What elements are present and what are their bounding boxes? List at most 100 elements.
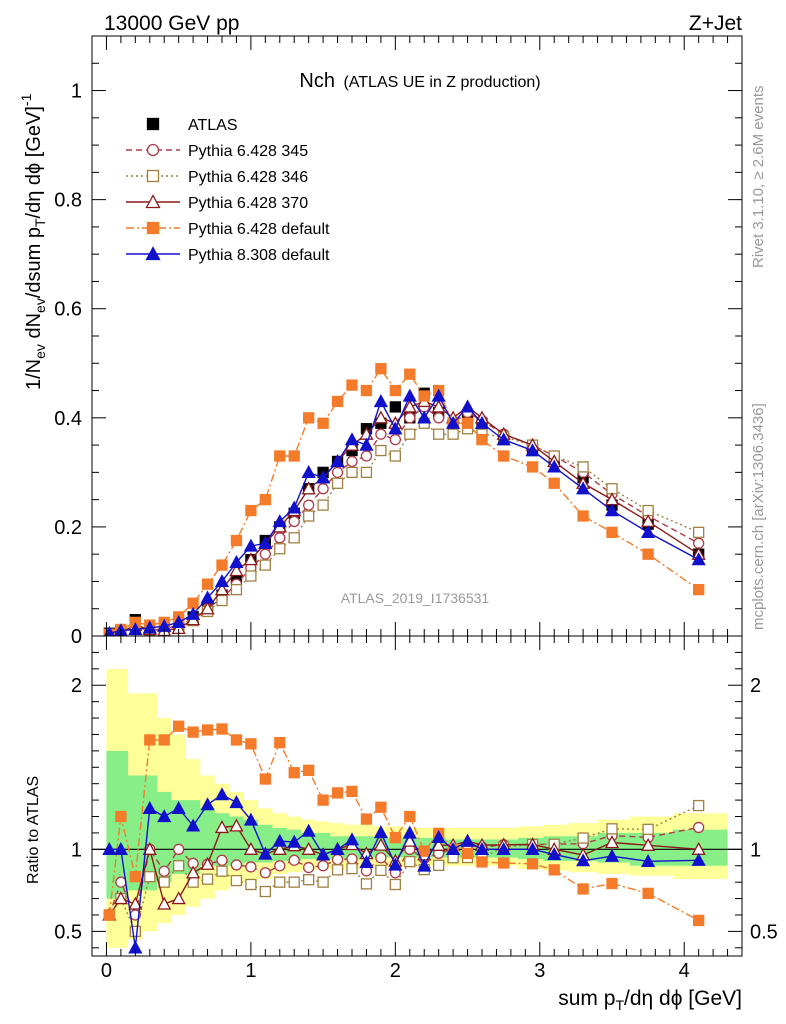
- series-pythia-6-428-370-ratio-point: [214, 820, 230, 834]
- series-pythia-6-428-346-ratio-point: [360, 878, 373, 890]
- series-pythia-8-308-default-line: [109, 394, 699, 634]
- series-pythia-6-428-default-ratio-point: [642, 887, 654, 900]
- series-pythia-6-428-370-ratio-point: [431, 837, 446, 851]
- series-pythia-8-308-default-ratio-point: [474, 841, 490, 855]
- series-pythia-8-308-default-point: [641, 525, 656, 539]
- series-pythia-6-428-default-point: [548, 477, 560, 489]
- series-pythia-8-308-default-point: [525, 443, 540, 457]
- series-pythia-6-428-346-point: [360, 466, 373, 479]
- svg-text:Nch (ATLAS UE in Z pro: Nch (ATLAS UE in Z production): [299, 70, 540, 92]
- series-pythia-6-428-346-point: [606, 483, 618, 495]
- series-pythia-6-428-default-ratio-point: [288, 767, 300, 779]
- series-pythia-8-308-default-ratio-point: [229, 795, 244, 809]
- series-pythia-6-428-370-point: [373, 410, 388, 424]
- series-pythia-8-308-default-point: [691, 552, 706, 566]
- ratio-band-outer: [106, 668, 728, 948]
- ratio-tick-label-right: 1: [750, 839, 761, 861]
- series-pythia-6-428-345-ratio-point: [158, 865, 170, 877]
- series-pythia-6-428-370-ratio-line: [108, 825, 699, 916]
- series-pythia-8-308-default-ratio-point: [258, 846, 273, 860]
- series-pythia-8-308-default-ratio-point: [272, 833, 287, 847]
- series-pythia-6-428-346-ratio-point: [274, 876, 286, 888]
- series-pythia-8-308-default-point: [301, 465, 316, 479]
- ratio-tick-label: 2: [71, 675, 82, 697]
- series-pythia-8-308-default-point: [576, 481, 591, 495]
- series-pythia-8-308-default-ratio-point: [316, 847, 331, 861]
- series-pythia-6-428-345-point: [288, 515, 300, 528]
- legend-label: Pythia 6.428 346: [188, 169, 308, 186]
- series-pythia-8-308-default-point: [229, 555, 244, 569]
- series-pythia-6-428-default-ratio-point: [418, 845, 430, 857]
- series-pythia-8-308-default-ratio-point: [157, 809, 172, 823]
- series-pythia-6-428-346-ratio-point: [216, 865, 228, 877]
- series-pythia-8-308-default-point: [373, 394, 388, 408]
- series-pythia-6-428-370-point: [301, 481, 316, 495]
- series-pythia-6-428-default-ratio-point: [498, 857, 510, 869]
- series-pythia-6-428-346-point: [693, 526, 705, 539]
- y-axis-label: 1/Nev dNev/dsum pT/dη dϕ [GeV]-1: [18, 93, 48, 390]
- series-pythia-6-428-370-ratio-point: [272, 841, 287, 855]
- series-pythia-6-428-default-point: [577, 510, 589, 522]
- series-pythia-8-308-default-ratio-point: [200, 797, 215, 811]
- series-pythia-6-428-345-ratio-point: [274, 860, 286, 872]
- series-pythia-6-428-default-ratio-point: [274, 737, 286, 749]
- series-pythia-6-428-345-point: [331, 466, 344, 479]
- series-pythia-6-428-default-point: [461, 417, 474, 429]
- series-pythia-8-308-default-ratio-point: [641, 853, 656, 867]
- series-pythia-6-428-345-ratio-point: [245, 861, 257, 873]
- series-pythia-8-308-default-point: [186, 606, 201, 620]
- series-pythia-6-428-default-point: [526, 461, 539, 473]
- series-pythia-6-428-370-ratio-point: [200, 856, 215, 870]
- series-pythia-6-428-default-ratio-point: [693, 914, 705, 927]
- x-tick-label: 0: [101, 960, 112, 982]
- series-pythia-6-428-345-ratio-point: [216, 854, 228, 866]
- series-pythia-6-428-370-ratio-point: [113, 891, 128, 905]
- series-pythia-6-428-346-point: [317, 499, 329, 511]
- series-pythia-6-428-370-ratio-point: [186, 865, 201, 879]
- series-pythia-6-428-346-point: [288, 532, 300, 544]
- legend-marker: [146, 221, 160, 235]
- series-pythia-6-428-370-ratio-point: [128, 896, 143, 910]
- series-pythia-6-428-345-point: [274, 532, 286, 544]
- series-pythia-8-308-default-point: [272, 514, 287, 528]
- series-pythia-6-428-345-ratio-point: [346, 853, 358, 865]
- series-pythia-6-428-345-point: [389, 433, 401, 446]
- series-pythia-8-308-default-ratio-point: [496, 841, 511, 855]
- series-pythia-6-428-345-ratio-point: [303, 861, 315, 874]
- series-pythia-6-428-345-point: [693, 537, 705, 549]
- series-pythia-6-428-346-ratio-point: [331, 864, 344, 876]
- main-panel: 0 0.2 0.4 0.6 0.8 1 ATLAS_2019_I1736531 Nch (…: [18, 35, 743, 648]
- series-pythia-6-428-370-point: [402, 399, 417, 413]
- series-pythia-6-428-default-point: [317, 417, 329, 429]
- series-pythia-8-308-default-point: [474, 415, 490, 429]
- series-pythia-6-428-345-ratio-point: [259, 867, 271, 879]
- y-tick-label: 0.4: [54, 408, 82, 430]
- series-pythia-6-428-346-point: [642, 504, 654, 517]
- series-pythia-6-428-370-point: [214, 582, 230, 596]
- ratio-panel: 0.5 0.5 1 1 2 2 0 1 2 3 4 Ratio to ATLAS sum pT/dη…: [25, 635, 778, 1013]
- series-pythia-8-308-default-point: [316, 470, 331, 484]
- series-pythia-6-428-346-point: [404, 428, 416, 440]
- watermark: ATLAS_2019_I1736531: [341, 590, 490, 606]
- series-pythia-8-308-default-point: [402, 388, 417, 402]
- series-pythia-6-428-default-ratio-point: [103, 909, 115, 921]
- series-pythia-6-428-default-ratio-point: [526, 858, 539, 870]
- series-pythia-6-428-346-point: [389, 450, 401, 462]
- series-pythia-6-428-default-point: [404, 368, 416, 380]
- series-pythia-6-428-370-ratio-point: [641, 837, 656, 851]
- series-pythia-6-428-370-point: [229, 563, 244, 577]
- y-tick-label: 0.8: [54, 190, 82, 212]
- series-pythia-6-428-default-ratio-point: [230, 734, 243, 746]
- series-pythia-6-428-346-ratio-point: [144, 871, 156, 883]
- series-pythia-8-308-default-point: [359, 437, 374, 451]
- series-pythia-6-428-default-ratio-point: [303, 764, 315, 776]
- series-pythia-6-428-default-point: [201, 578, 214, 590]
- series-pythia-6-428-346-point: [577, 461, 589, 473]
- series-pythia-6-428-370-ratio-point: [229, 818, 244, 832]
- title-main: Nch: [299, 70, 335, 92]
- series-pythia-8-308-default-ratio-point: [186, 818, 201, 832]
- series-pythia-8-308-default-ratio-point: [171, 800, 186, 814]
- series-pythia-8-308-default-point: [496, 432, 511, 446]
- series-pythia-8-308-default-point: [417, 410, 432, 424]
- series-pythia-6-428-default-point: [360, 384, 373, 397]
